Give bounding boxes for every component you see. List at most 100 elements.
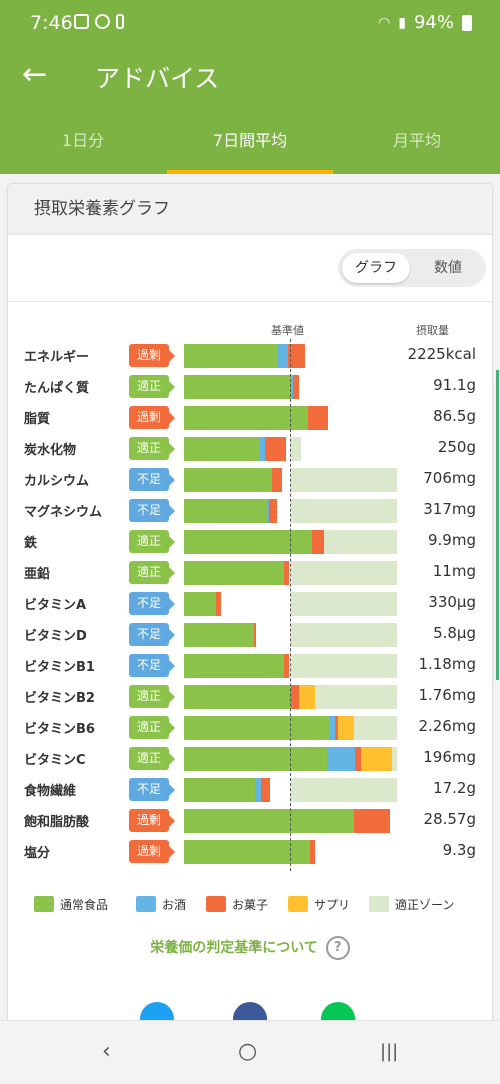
intake-value: 91.1g bbox=[433, 376, 476, 394]
nutrient-name: たんぱく質 bbox=[24, 381, 90, 396]
system-nav-bar: ‹ ○ ||| bbox=[0, 1020, 500, 1084]
intake-value: 28.57g bbox=[423, 810, 476, 828]
wifi-icon: ◠ bbox=[378, 14, 391, 31]
legend-swatch bbox=[288, 896, 308, 912]
nav-home-icon[interactable]: ○ bbox=[238, 1039, 258, 1064]
tab-daily[interactable]: 1日分 bbox=[0, 108, 166, 174]
bar-track bbox=[184, 778, 397, 802]
intake-value: 317mg bbox=[423, 500, 476, 518]
appropriate-zone bbox=[290, 592, 397, 616]
battery-icon bbox=[462, 14, 472, 31]
bar-segment bbox=[272, 468, 282, 492]
legend-label: お菓子 bbox=[232, 897, 269, 912]
chart-legend: 通常食品 お酒 お菓子 サプリ 適正ゾーン bbox=[34, 892, 484, 916]
nutrient-chart-card: 摂取栄養素グラフ グラフ 数値 基準値 摂取量 エネルギー 過剰 2225kcal た… bbox=[8, 184, 492, 1044]
status-right: ◠ ▮ 94% bbox=[378, 12, 472, 33]
toggle-number[interactable]: 数値 bbox=[434, 260, 462, 276]
status-badge: 過剰 bbox=[129, 344, 175, 367]
legend-zone: 適正ゾーン bbox=[369, 892, 454, 916]
bar-segment bbox=[307, 406, 328, 430]
nutrient-row: ビタミンB6 適正 2.26mg bbox=[8, 711, 492, 742]
bar-segment bbox=[184, 716, 330, 740]
bar-track bbox=[184, 406, 397, 430]
legend-label: 適正ゾーン bbox=[395, 897, 455, 912]
nutrient-name: 飽和脂肪酸 bbox=[24, 815, 90, 830]
bar-track bbox=[184, 592, 397, 616]
bar-segment bbox=[290, 685, 300, 709]
bar-track bbox=[184, 840, 397, 864]
bar-track bbox=[184, 685, 397, 709]
status-badge: 適正 bbox=[129, 561, 175, 584]
nav-recents-icon[interactable]: ||| bbox=[380, 1041, 399, 1062]
status-badge: 適正 bbox=[129, 685, 175, 708]
bar-track bbox=[184, 623, 397, 647]
scrollbar[interactable] bbox=[496, 370, 499, 680]
intake-value: 706mg bbox=[423, 469, 476, 487]
status-badge: 過剰 bbox=[129, 809, 175, 832]
bar-segment bbox=[329, 716, 336, 740]
period-tabs: 1日分 7日間平均 月平均 bbox=[0, 108, 500, 174]
criteria-link[interactable]: 栄養価の判定基準について? bbox=[8, 936, 492, 960]
signal-icon: ▮ bbox=[398, 14, 406, 31]
app-bar: ← アドバイス bbox=[0, 48, 500, 108]
nutrient-row: ビタミンD 不足 5.8μg bbox=[8, 618, 492, 649]
nutrient-row: たんぱく質 適正 91.1g bbox=[8, 370, 492, 401]
bar-segment bbox=[184, 468, 273, 492]
nutrient-row: 亜鉛 適正 11mg bbox=[8, 556, 492, 587]
bar-segment bbox=[184, 437, 260, 461]
nutrient-row: ビタミンB2 適正 1.76mg bbox=[8, 680, 492, 711]
legend-label: サプリ bbox=[314, 897, 351, 912]
status-time: 7:46 bbox=[30, 12, 73, 34]
bar-segment bbox=[184, 778, 256, 802]
bar-track bbox=[184, 468, 397, 492]
tab-label: 7日間平均 bbox=[212, 131, 288, 150]
help-circle-icon[interactable]: ? bbox=[325, 936, 350, 960]
bar-segment bbox=[260, 778, 271, 802]
status-badge: 不足 bbox=[129, 468, 175, 491]
status-badge: 適正 bbox=[129, 375, 175, 398]
nutrient-row: ビタミンC 適正 196mg bbox=[8, 742, 492, 773]
nutrient-row: ビタミンB1 不足 1.18mg bbox=[8, 649, 492, 680]
legend-snack: お菓子 bbox=[206, 892, 268, 916]
bar-segment bbox=[255, 778, 261, 802]
intake-value: 5.8μg bbox=[433, 624, 476, 642]
nutrient-name: マグネシウム bbox=[24, 505, 103, 520]
toggle-graph[interactable]: グラフ bbox=[342, 253, 410, 283]
status-badge: 不足 bbox=[129, 499, 175, 522]
tab-7day-average[interactable]: 7日間平均 bbox=[167, 108, 333, 174]
bar-segment bbox=[288, 344, 306, 368]
bar-segment bbox=[184, 840, 310, 864]
gallery-icon bbox=[74, 14, 89, 29]
view-toggle: グラフ 数値 bbox=[338, 249, 486, 287]
bar-track bbox=[184, 344, 397, 368]
page-title: アドバイス bbox=[95, 64, 220, 93]
nutrient-row: カルシウム 不足 706mg bbox=[8, 463, 492, 494]
bar-segment bbox=[254, 623, 257, 647]
bar-track bbox=[184, 530, 397, 554]
appropriate-zone bbox=[290, 468, 397, 492]
nutrient-row: 炭水化物 適正 250g bbox=[8, 432, 492, 463]
nutrient-name: 脂質 bbox=[24, 412, 51, 427]
bar-segment bbox=[299, 685, 315, 709]
card-title: 摂取栄養素グラフ bbox=[8, 184, 492, 235]
nutrient-name: カルシウム bbox=[24, 474, 90, 489]
nutrient-name: エネルギー bbox=[24, 350, 90, 365]
nav-back-icon[interactable]: ‹ bbox=[102, 1039, 111, 1064]
arrow-left-icon[interactable]: ← bbox=[22, 57, 48, 92]
alarm-icon bbox=[95, 14, 110, 29]
bar-segment bbox=[184, 685, 291, 709]
intake-value: 1.76mg bbox=[418, 686, 476, 704]
nutrient-name: 炭水化物 bbox=[24, 443, 77, 458]
nutrient-row: マグネシウム 不足 317mg bbox=[8, 494, 492, 525]
notification-icons bbox=[74, 14, 124, 29]
appropriate-zone bbox=[290, 654, 397, 678]
battery-saver-icon bbox=[116, 14, 124, 29]
bar-segment bbox=[354, 809, 390, 833]
criteria-link-label[interactable]: 栄養価の判定基準について bbox=[150, 940, 318, 956]
status-badge: 適正 bbox=[129, 716, 175, 739]
status-bar: 7:46 ◠ ▮ 94% bbox=[0, 0, 500, 48]
bar-segment bbox=[284, 561, 290, 585]
nutrient-row: 脂質 過剰 86.5g bbox=[8, 401, 492, 432]
tab-monthly-average[interactable]: 月平均 bbox=[334, 108, 500, 174]
appropriate-zone bbox=[290, 623, 397, 647]
